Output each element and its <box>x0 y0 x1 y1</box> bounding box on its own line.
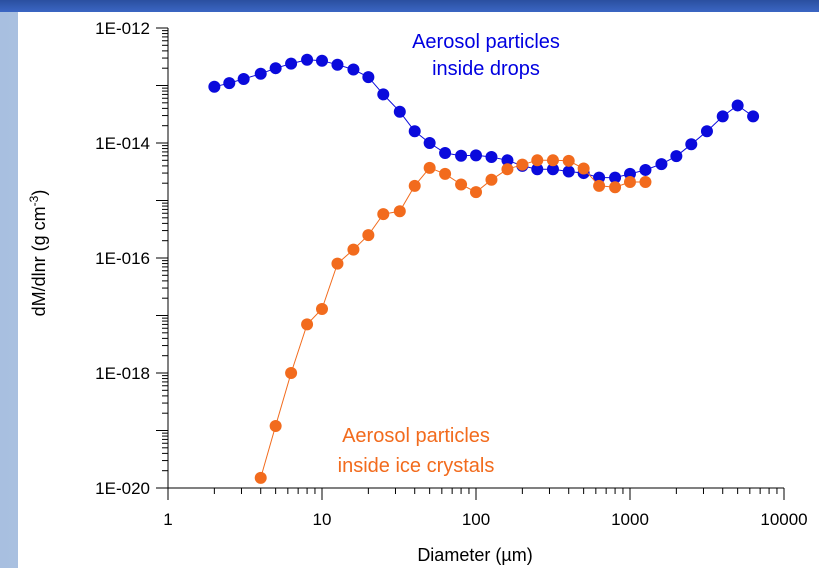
data-point-drops <box>439 147 452 160</box>
data-point-ice <box>408 179 421 192</box>
data-point-ice <box>423 161 436 174</box>
data-point-ice <box>362 229 375 242</box>
data-point-ice <box>639 175 652 188</box>
data-point-ice <box>377 208 390 221</box>
data-point-drops <box>208 80 221 93</box>
data-point-drops <box>316 54 328 67</box>
data-point-ice <box>546 154 559 167</box>
data-point-ice <box>470 186 482 199</box>
data-point-ice <box>531 154 544 167</box>
data-point-ice <box>562 154 575 167</box>
data-point-drops <box>685 138 698 151</box>
data-point-ice <box>331 257 344 270</box>
labels: Diameter (µm) dM/dlnr (g cm-3) Aerosol p… <box>27 31 560 565</box>
data-point-drops <box>237 72 250 85</box>
data-point-ice <box>316 302 328 315</box>
data-point-ice <box>254 471 267 484</box>
data-point-ice <box>624 175 636 188</box>
data-point-drops <box>747 110 760 123</box>
data-point-drops <box>546 163 559 176</box>
y-axis-title-close: ) <box>29 190 49 196</box>
data-point-drops <box>223 77 236 90</box>
y-tick-label: 1E-020 <box>95 479 150 498</box>
data-point-drops <box>362 71 375 84</box>
data-point-drops <box>609 171 622 184</box>
data-point-drops <box>639 163 652 176</box>
data-point-drops <box>455 149 468 162</box>
data-point-ice <box>501 163 514 176</box>
y-tick-label: 1E-012 <box>95 19 150 38</box>
data-point-drops <box>485 151 498 164</box>
data-point-drops <box>562 165 575 178</box>
data-point-drops <box>377 88 390 101</box>
data-point-drops <box>700 125 713 138</box>
data-point-drops <box>301 53 314 66</box>
data-point-ice <box>516 158 529 171</box>
data-point-ice <box>285 367 298 379</box>
data-point-drops <box>423 137 436 149</box>
y-axis-title: dM/dlnr (g cm-3) <box>27 190 49 317</box>
y-tick-label: 1E-014 <box>95 134 150 153</box>
data-point-drops <box>393 105 406 118</box>
data-point-ice <box>455 178 468 191</box>
axes: 1E-020 1E-018 1E-016 1E-014 1E-012 1 10 100 1000… <box>95 19 807 529</box>
data-point-ice <box>301 318 314 331</box>
data-point-ice <box>393 205 406 218</box>
data-point-drops <box>470 149 482 162</box>
series-label-drops-line1: Aerosol particles <box>412 31 560 53</box>
data-point-drops <box>254 67 267 80</box>
data-point-drops <box>331 58 344 71</box>
x-tick-label: 1000 <box>611 510 649 529</box>
data-point-drops <box>670 150 683 163</box>
y-tick-label: 1E-018 <box>95 364 150 383</box>
data-point-drops <box>593 171 606 184</box>
series-drops <box>208 53 760 184</box>
data-point-drops <box>347 63 360 76</box>
data-point-ice <box>269 419 282 432</box>
data-point-ice <box>347 243 360 256</box>
x-axis-title: Diameter (µm) <box>417 545 532 565</box>
data-point-drops <box>269 62 282 75</box>
data-point-ice <box>593 179 606 192</box>
y-axis-title-superscript: -3 <box>27 195 41 206</box>
data-point-drops <box>285 57 298 70</box>
x-tick-label: 10 <box>313 510 332 529</box>
chart-panel <box>18 12 819 568</box>
data-point-drops <box>716 110 729 123</box>
x-tick-label: 1 <box>163 510 172 529</box>
data-point-ice <box>609 181 622 194</box>
data-point-drops <box>531 163 544 176</box>
x-tick-label: 10000 <box>760 510 807 529</box>
data-point-ice <box>577 162 590 175</box>
data-point-drops <box>655 158 668 171</box>
data-point-ice <box>485 173 498 186</box>
series-label-drops-line2: inside drops <box>432 58 540 80</box>
series-layer <box>208 53 760 484</box>
series-label-ice-line1: Aerosol particles <box>342 425 490 447</box>
x-tick-label: 100 <box>462 510 490 529</box>
data-point-drops <box>731 99 744 112</box>
series-ice <box>254 154 652 484</box>
data-point-drops <box>501 154 514 167</box>
slide-header-bar <box>0 0 819 12</box>
series-label-ice-line2: inside ice crystals <box>338 455 495 477</box>
y-tick-label: 1E-016 <box>95 249 150 268</box>
y-axis-title-main: dM/dlnr (g cm <box>29 206 49 316</box>
data-point-drops <box>408 125 421 138</box>
data-point-ice <box>439 167 452 180</box>
